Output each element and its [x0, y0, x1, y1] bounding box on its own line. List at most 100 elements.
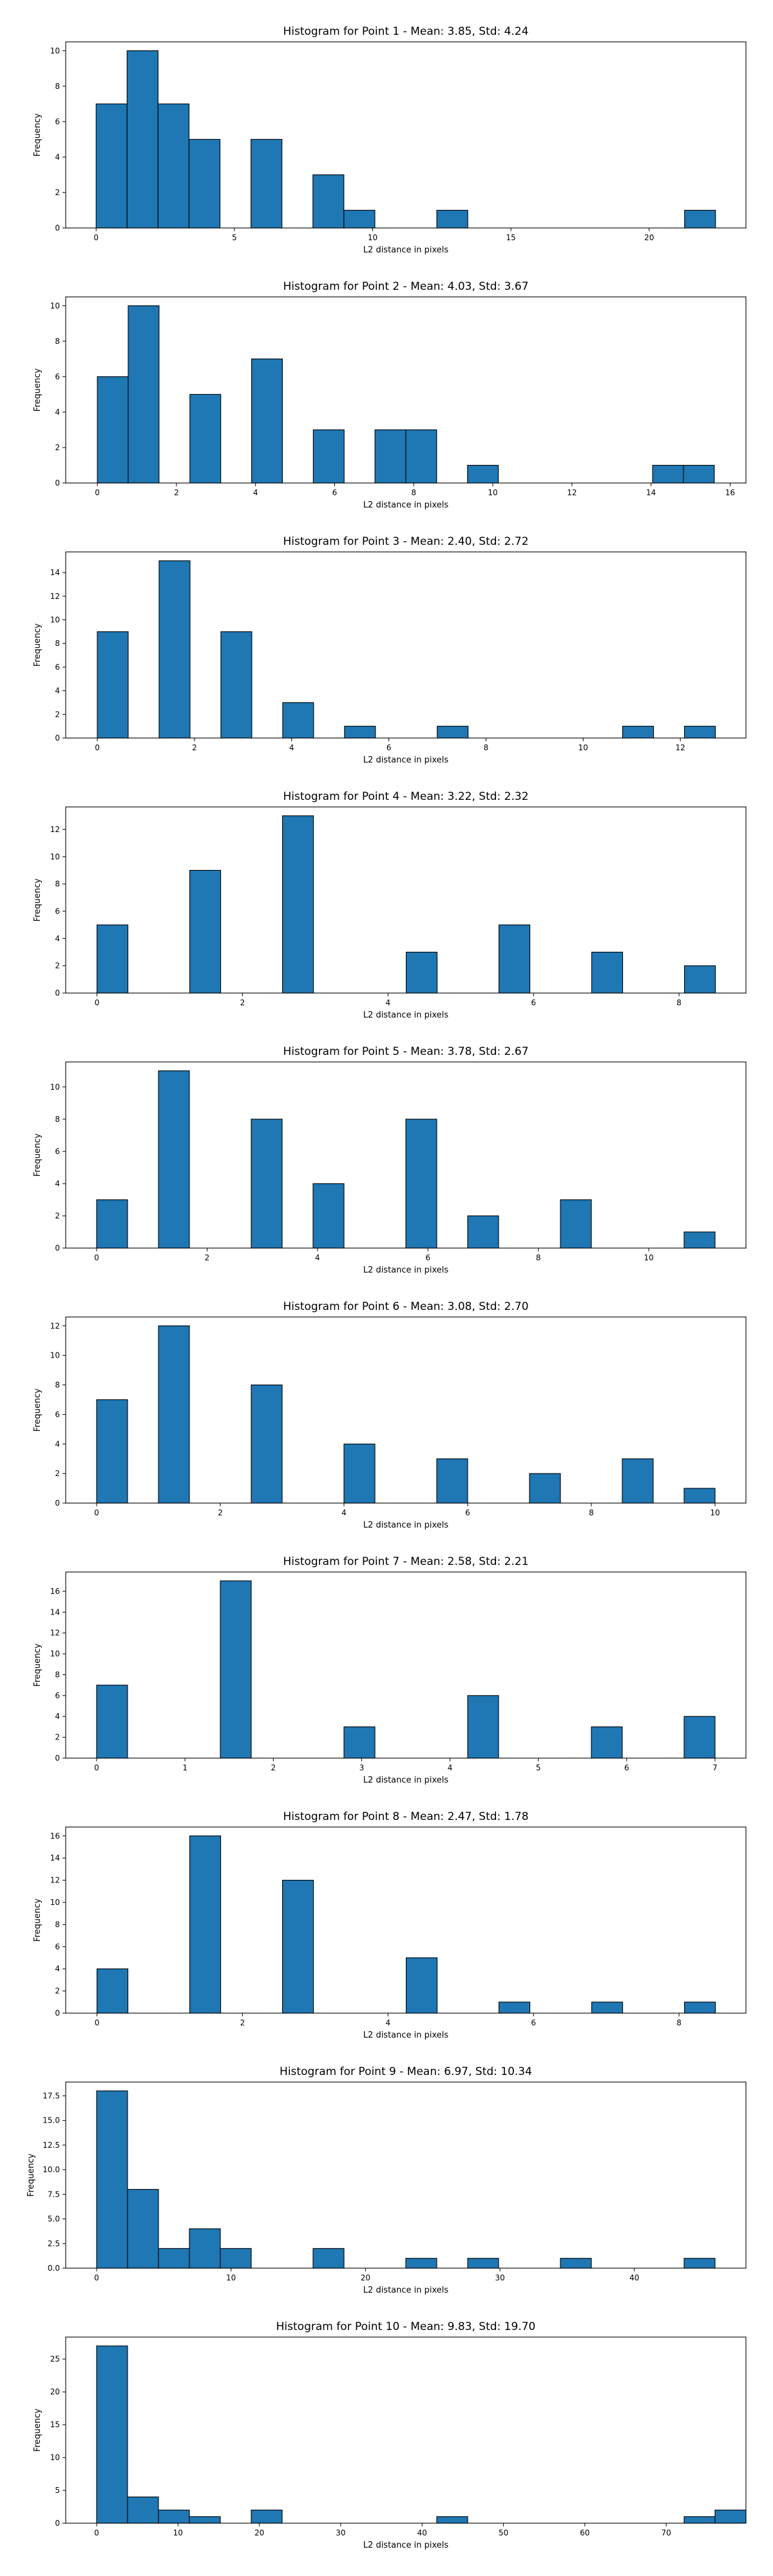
y-axis-label: Frequency: [33, 2409, 43, 2452]
y-tick-label: 15: [50, 2420, 60, 2429]
x-tick-label: 3: [359, 1763, 365, 1772]
y-tick-label: 0: [55, 1499, 60, 1508]
plot-frame: [65, 2336, 747, 2524]
y-tick-label: 6: [55, 117, 60, 126]
x-tick-label: 0: [95, 998, 100, 1007]
histogram-bar: [251, 358, 283, 484]
histogram-bar: [157, 103, 190, 229]
x-tick-label: 6: [531, 998, 536, 1007]
x-tick-label: 30: [336, 2528, 345, 2537]
x-tick-label: 6: [425, 1253, 430, 1262]
x-axis-label: L2 distance in pixels: [363, 2031, 449, 2040]
histogram-bar: [406, 1957, 438, 2014]
x-tick-label: 0: [94, 1508, 99, 1517]
plot-frame: [65, 41, 747, 229]
y-tick-label: 10.0: [43, 2165, 60, 2174]
histogram-bar: [591, 1726, 623, 1759]
x-tick-label: 4: [448, 1763, 453, 1772]
histogram-panel-8: Histogram for Point 8 - Mean: 2.47, Std:…: [33, 1810, 747, 2040]
y-tick-label: 6: [55, 1147, 60, 1156]
y-tick-label: 16: [50, 1832, 60, 1841]
histogram-bar: [312, 429, 345, 484]
y-tick-label: 4: [55, 1439, 60, 1448]
y-axis-label: Frequency: [33, 113, 43, 156]
histogram-bar: [405, 2258, 437, 2269]
x-tick-label: 8: [536, 1253, 541, 1262]
y-tick-label: 8: [55, 1920, 60, 1929]
chart-title: Histogram for Point 2 - Mean: 4.03, Std:…: [283, 280, 528, 293]
histogram-panel-5: Histogram for Point 5 - Mean: 3.78, Std:…: [33, 1045, 747, 1275]
chart-title: Histogram for Point 6 - Mean: 3.08, Std:…: [283, 1300, 528, 1313]
x-tick-label: 10: [226, 2273, 236, 2282]
histogram-bar: [312, 1183, 345, 1249]
chart-title: Histogram for Point 4 - Mean: 3.22, Std:…: [283, 790, 528, 803]
histogram-bar: [683, 726, 716, 739]
plot-frame: [65, 1316, 747, 1504]
histogram-bar: [282, 1880, 314, 2014]
histogram-panel-10: Histogram for Point 10 - Mean: 9.83, Std…: [33, 2320, 747, 2550]
histogram-bar: [97, 376, 129, 484]
x-tick-label: 40: [629, 2273, 639, 2282]
y-tick-label: 10: [50, 1083, 60, 1092]
y-tick-label: 4: [55, 1179, 60, 1188]
histogram-bar: [251, 1119, 283, 1249]
histogram-bar: [127, 2189, 159, 2269]
x-tick-label: 0: [95, 2018, 100, 2027]
x-tick-label: 5: [232, 233, 237, 242]
histogram-bar: [158, 1325, 190, 1504]
y-tick-label: 10: [50, 1898, 60, 1907]
y-tick-label: 0.0: [48, 2264, 60, 2273]
y-tick-label: 0: [55, 223, 60, 232]
chart-title: Histogram for Point 7 - Mean: 2.58, Std:…: [283, 1555, 528, 1568]
histogram-bar: [220, 631, 253, 739]
y-tick-label: 5: [55, 2486, 60, 2495]
x-tick-label: 10: [368, 233, 377, 242]
x-tick-label: 2: [192, 743, 197, 752]
x-axis-label: L2 distance in pixels: [363, 1010, 449, 1020]
histogram-bar: [189, 1835, 222, 2014]
histogram-bar: [220, 1580, 252, 1759]
x-tick-label: 1: [182, 1763, 187, 1772]
x-tick-label: 8: [484, 743, 489, 752]
y-tick-label: 2: [55, 443, 60, 452]
y-tick-label: 2: [55, 1469, 60, 1478]
x-tick-label: 5: [536, 1763, 541, 1772]
x-tick-label: 40: [417, 2528, 427, 2537]
x-tick-label: 6: [624, 1763, 629, 1772]
histogram-bar: [467, 464, 499, 484]
histogram-bar: [467, 1695, 499, 1759]
x-tick-label: 2: [174, 488, 179, 497]
x-tick-label: 10: [488, 488, 497, 497]
plot-frame: [65, 806, 747, 994]
histogram-bar: [467, 2258, 499, 2269]
histogram-bar: [158, 560, 191, 739]
x-tick-label: 0: [94, 1253, 99, 1262]
x-tick-label: 6: [386, 743, 392, 752]
x-tick-label: 2: [218, 1508, 223, 1517]
y-tick-label: 0: [55, 478, 60, 488]
y-tick-label: 0: [55, 2519, 60, 2528]
y-tick-label: 6: [55, 1691, 60, 1700]
y-tick-label: 12: [50, 1321, 60, 1331]
x-tick-label: 10: [710, 1508, 720, 1517]
histogram-bar: [96, 1399, 128, 1504]
histogram-bar: [312, 2248, 345, 2269]
y-tick-label: 4: [55, 687, 60, 696]
x-tick-label: 4: [386, 998, 391, 1007]
histogram-bar: [343, 1726, 376, 1759]
y-tick-label: 12: [50, 825, 60, 834]
histogram-bar: [591, 2002, 624, 2014]
plot-frame: [65, 1571, 747, 1759]
histogram-bar: [343, 1443, 376, 1504]
y-tick-label: 10: [50, 1351, 60, 1360]
histogram-bar: [591, 951, 624, 994]
x-tick-label: 4: [289, 743, 294, 752]
y-axis-label: Frequency: [26, 2154, 36, 2197]
x-tick-label: 4: [253, 488, 258, 497]
x-tick-label: 20: [361, 2273, 370, 2282]
histogram-bar: [499, 924, 531, 994]
histogram-panel-4: Histogram for Point 4 - Mean: 3.22, Std:…: [33, 790, 747, 1020]
histogram-panel-1: Histogram for Point 1 - Mean: 3.85, Std:…: [33, 25, 747, 255]
y-tick-label: 2: [55, 188, 60, 197]
y-tick-label: 10: [50, 46, 60, 55]
